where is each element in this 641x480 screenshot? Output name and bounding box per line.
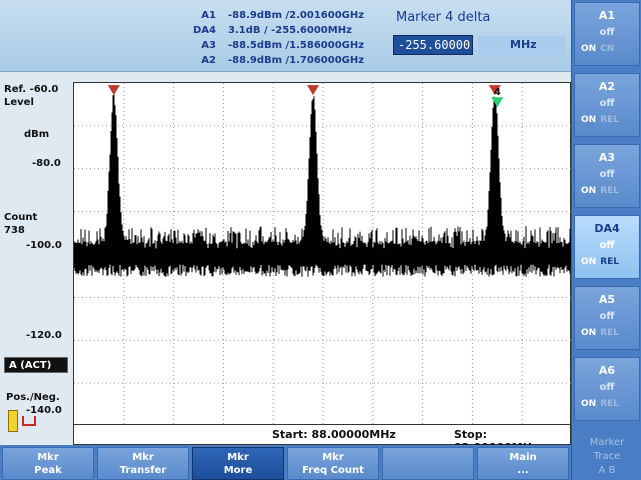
- softkey-a6-options: ON REL: [581, 399, 620, 409]
- softkey-a5-title: A5: [598, 293, 616, 306]
- softkey-a5[interactable]: A5 off ON REL: [574, 286, 640, 350]
- y-tick-100: -100.0: [26, 240, 62, 251]
- softkey-mkr-more[interactable]: Mkr More: [192, 447, 284, 480]
- softkey-a6-title: A6: [598, 364, 616, 377]
- softkey-a1[interactable]: A1 off ON CN: [574, 2, 640, 66]
- frequency-span-strip: Start: 88.00000MHz Stop: 92.00000MHz: [73, 425, 571, 454]
- softkey-main[interactable]: Main ...: [477, 447, 569, 480]
- marker-entry-unit: MHz: [478, 36, 566, 55]
- softkey-label: Mkr: [322, 452, 344, 463]
- power-plug-icon: [22, 416, 36, 426]
- softkey-a6[interactable]: A6 off ON REL: [574, 357, 640, 421]
- softkey-da4[interactable]: DA4 off ON REL: [574, 215, 640, 279]
- marker-label-2: 2: [110, 83, 117, 86]
- detector-label: Pos./Neg.: [6, 392, 60, 403]
- softkey-a1-options: ON CN: [581, 44, 615, 54]
- softkey-da4-value: off: [599, 240, 615, 251]
- marker-label-4: 4: [494, 87, 501, 98]
- softkey-da4-options: ON REL: [581, 257, 620, 267]
- unit-label: dBm: [24, 129, 50, 140]
- softkey-da4-title: DA4: [594, 222, 620, 235]
- marker-1: [488, 85, 501, 96]
- ref-level-label: Ref. -60.0: [4, 84, 59, 95]
- softkey-mkr-transfer[interactable]: Mkr Transfer: [97, 447, 189, 480]
- softkey-a5-options: ON REL: [581, 328, 620, 338]
- marker-4: [491, 97, 504, 108]
- softkey-a2-options: ON REL: [581, 115, 620, 125]
- marker-entry-title: Marker 4 delta: [396, 10, 491, 25]
- marker-readout-bar: A1 -88.9dBm /2.001600GHz DA4 3.1dB / -255.…: [0, 0, 571, 72]
- count-label: Count: [4, 212, 38, 223]
- softkey-a3[interactable]: A3 off ON REL: [574, 144, 640, 208]
- softkey-label: Mkr: [37, 452, 59, 463]
- ref-level-label-2: Level: [4, 97, 34, 108]
- softkey-a1-value: off: [599, 27, 615, 38]
- marker-2: [107, 85, 120, 96]
- softkey-marker-line2: Trace: [593, 451, 621, 462]
- trace-mode-badge: A (ACT): [4, 357, 68, 373]
- bottom-softkey-bar: Mkr Peak Mkr Transfer Mkr More Mkr Freq …: [0, 445, 571, 480]
- softkey-label: Peak: [34, 465, 62, 476]
- softkey-marker-trace[interactable]: Marker Trace A B: [574, 432, 640, 480]
- y-tick-140: -140.0: [26, 405, 62, 416]
- start-frequency: Start: 88.00000MHz: [272, 428, 396, 441]
- softkey-label: ...: [517, 465, 529, 476]
- softkey-a6-value: off: [599, 382, 615, 393]
- softkey-a3-title: A3: [598, 151, 616, 164]
- softkey-marker-line1: Marker: [589, 437, 625, 448]
- softkey-a1-title: A1: [598, 9, 616, 22]
- softkey-mkr-freq-count[interactable]: Mkr Freq Count: [287, 447, 379, 480]
- softkey-a3-value: off: [599, 169, 615, 180]
- softkey-blank[interactable]: [382, 447, 474, 480]
- softkey-mkr-peak[interactable]: Mkr Peak: [2, 447, 94, 480]
- marker-label-3: 3: [310, 83, 317, 86]
- spectrum-plot[interactable]: 1 2 3 4: [73, 82, 572, 426]
- softkey-label: Main: [509, 452, 537, 463]
- softkey-label: Mkr: [132, 452, 154, 463]
- marker-3: [307, 85, 320, 96]
- count-value: 738: [4, 225, 25, 236]
- battery-icon: [8, 410, 18, 432]
- softkey-a2-title: A2: [598, 80, 616, 93]
- softkey-a5-value: off: [599, 311, 615, 322]
- marker-entry-input[interactable]: -255.60000: [393, 35, 473, 55]
- softkey-label: Mkr: [227, 452, 249, 463]
- marker-label-1: 1: [491, 83, 498, 86]
- softkey-label: Transfer: [119, 465, 167, 476]
- softkey-a2[interactable]: A2 off ON REL: [574, 73, 640, 137]
- softkey-a3-options: ON REL: [581, 186, 620, 196]
- softkey-marker-line3: A B: [598, 465, 616, 476]
- softkey-label: More: [223, 465, 253, 476]
- spectrum-trace: [74, 91, 572, 277]
- softkey-a2-value: off: [599, 98, 615, 109]
- spectrum-chart: 1 2 3 4: [74, 83, 572, 426]
- softkey-label: Freq Count: [302, 465, 364, 476]
- y-tick-80: -80.0: [32, 158, 61, 169]
- y-tick-120: -120.0: [26, 330, 62, 341]
- softkey-panel: A1 off ON CN A2 off ON REL A3 off ON REL DA…: [571, 0, 641, 480]
